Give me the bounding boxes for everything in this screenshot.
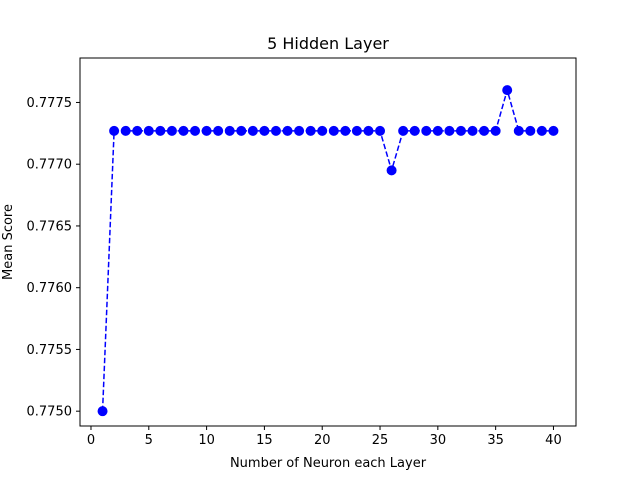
data-point <box>120 125 131 136</box>
data-point <box>143 125 154 136</box>
series-line <box>101 87 554 412</box>
data-point <box>259 125 270 136</box>
chart-title: 5 Hidden Layer <box>267 34 389 53</box>
x-tick-label: 10 <box>198 433 215 448</box>
data-point <box>409 125 420 136</box>
y-axis-title: Mean Score <box>1 204 16 280</box>
x-tick-label: 0 <box>87 433 95 448</box>
data-point <box>386 165 397 176</box>
data-point <box>166 125 177 136</box>
y-tick-label: 0.7770 <box>27 158 73 173</box>
data-point <box>513 125 524 136</box>
data-point <box>294 125 305 136</box>
data-point <box>340 125 351 136</box>
data-point <box>421 125 432 136</box>
data-point <box>305 125 316 136</box>
data-point <box>398 125 409 136</box>
data-point <box>444 125 455 136</box>
data-point <box>247 125 258 136</box>
plot-area-frame <box>79 57 577 427</box>
data-point <box>317 125 328 136</box>
x-axis-title: Number of Neuron each Layer <box>230 456 427 471</box>
x-tick-label: 15 <box>256 433 273 448</box>
y-tick-label: 0.7760 <box>27 281 73 296</box>
x-axis-ticks: 0 5 10 15 20 25 30 35 40 <box>87 426 562 448</box>
data-point <box>375 125 386 136</box>
data-point <box>155 125 166 136</box>
series-layer <box>97 85 559 417</box>
data-point <box>236 125 247 136</box>
data-point <box>363 125 374 136</box>
data-point <box>213 125 224 136</box>
y-axis-ticks: 0.7750 0.7755 0.7760 0.7765 0.7770 0.7775 <box>27 96 80 420</box>
data-point <box>97 406 108 417</box>
y-tick-label: 0.7755 <box>27 343 73 358</box>
data-point <box>270 125 281 136</box>
data-point <box>490 125 501 136</box>
data-point <box>525 125 536 136</box>
x-tick-label: 5 <box>145 433 153 448</box>
x-tick-label: 25 <box>372 433 389 448</box>
x-tick-label: 35 <box>487 433 504 448</box>
data-point <box>224 125 235 136</box>
data-point <box>190 125 201 136</box>
x-tick-label: 20 <box>314 433 331 448</box>
y-tick-label: 0.7765 <box>27 219 73 234</box>
data-point <box>432 125 443 136</box>
x-tick-label: 30 <box>430 433 447 448</box>
data-point <box>178 125 189 136</box>
data-point <box>467 125 478 136</box>
data-point <box>351 125 362 136</box>
x-tick-label: 40 <box>545 433 562 448</box>
y-tick-label: 0.7775 <box>27 96 73 111</box>
data-point <box>548 125 559 136</box>
data-point <box>328 125 339 136</box>
data-point <box>109 125 120 136</box>
data-point <box>502 85 513 96</box>
data-point <box>479 125 490 136</box>
data-point <box>536 125 547 136</box>
data-point <box>455 125 466 136</box>
y-tick-label: 0.7750 <box>27 405 73 420</box>
data-point <box>282 125 293 136</box>
data-point <box>201 125 212 136</box>
data-point <box>132 125 143 136</box>
